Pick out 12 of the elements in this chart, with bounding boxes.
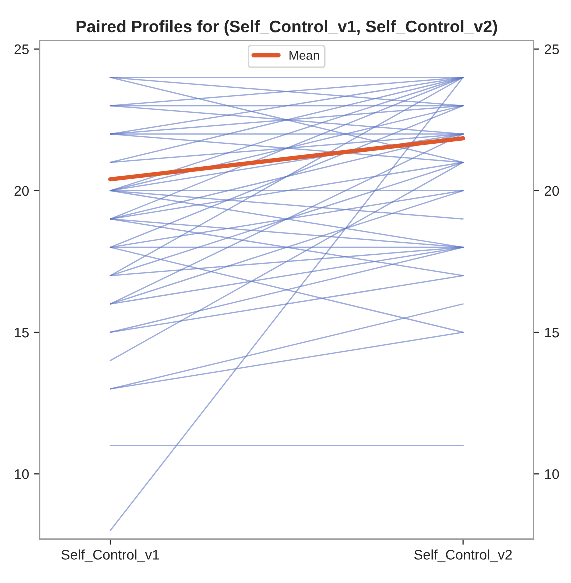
- legend-label: Mean: [290, 51, 320, 60]
- y2-tick-label: 20: [545, 186, 560, 196]
- chart-title: Paired Profiles for (Self_Control_v1, Self_Control_v2): [76, 20, 498, 36]
- y2-tick-label: 25: [545, 44, 560, 54]
- y2-tick-label: 10: [545, 469, 560, 480]
- y-tick-label: 20: [14, 186, 30, 196]
- y-tick-label: 15: [15, 328, 29, 338]
- y-tick-label: 25: [14, 44, 29, 54]
- x-tick-label: Self_Control_v1: [62, 550, 160, 563]
- y2-tick-label: 15: [545, 328, 560, 338]
- y-tick-label: 10: [15, 469, 30, 480]
- x-tick-label: Self_Control_v2: [414, 550, 512, 563]
